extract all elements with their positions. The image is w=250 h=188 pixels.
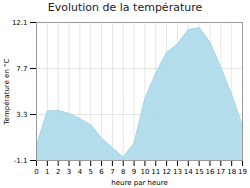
svg-text:16: 16 xyxy=(206,168,215,176)
svg-text:9: 9 xyxy=(132,168,136,176)
svg-text:18: 18 xyxy=(227,168,236,176)
svg-text:12.1: 12.1 xyxy=(12,19,28,27)
svg-text:7: 7 xyxy=(110,168,114,176)
svg-text:10: 10 xyxy=(140,168,149,176)
svg-text:13: 13 xyxy=(173,168,182,176)
svg-text:3: 3 xyxy=(67,168,71,176)
svg-text:12: 12 xyxy=(162,168,171,176)
svg-text:0: 0 xyxy=(34,168,38,176)
svg-text:-1.1: -1.1 xyxy=(14,157,28,165)
svg-text:5: 5 xyxy=(88,168,92,176)
svg-text:Température en °C: Température en °C xyxy=(3,58,11,125)
svg-text:3.3: 3.3 xyxy=(16,111,27,119)
svg-text:1: 1 xyxy=(45,168,49,176)
svg-text:14: 14 xyxy=(184,168,193,176)
svg-text:11: 11 xyxy=(151,168,160,176)
svg-text:17: 17 xyxy=(216,168,225,176)
svg-text:heure par heure: heure par heure xyxy=(111,179,167,187)
svg-text:8: 8 xyxy=(121,168,125,176)
svg-text:4: 4 xyxy=(78,168,83,176)
html-text:Evolution de la température: Evolution de la température xyxy=(47,1,203,14)
svg-text:6: 6 xyxy=(99,168,104,176)
svg-text:15: 15 xyxy=(195,168,204,176)
svg-text:19: 19 xyxy=(238,168,247,176)
svg-text:2: 2 xyxy=(56,168,60,176)
svg-text:7.7: 7.7 xyxy=(16,65,27,73)
